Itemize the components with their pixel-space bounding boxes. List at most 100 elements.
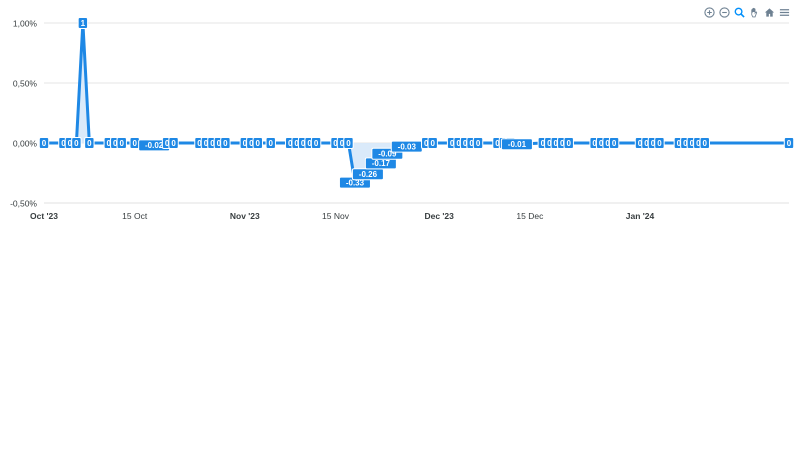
data-label: 0 bbox=[343, 137, 354, 149]
data-label-text: 0 bbox=[249, 139, 254, 148]
data-label: -0.26 bbox=[351, 168, 384, 181]
data-label-text: 0 bbox=[638, 139, 643, 148]
data-label: 0 bbox=[252, 137, 263, 149]
data-label-box bbox=[783, 137, 795, 149]
data-label-text: 1 bbox=[81, 19, 86, 28]
data-label-text: 0 bbox=[68, 139, 73, 148]
data-label-text: 0 bbox=[683, 139, 688, 148]
data-label-text: 0 bbox=[547, 139, 552, 148]
data-label-text: 0 bbox=[333, 139, 338, 148]
data-label-text: -0.01 bbox=[508, 140, 527, 149]
menu-button[interactable] bbox=[778, 5, 790, 19]
data-label-text: 0 bbox=[120, 139, 125, 148]
data-label: 0 bbox=[220, 137, 231, 149]
x-tick-label: Dec '23 bbox=[424, 211, 454, 221]
data-label-text: 0 bbox=[463, 139, 468, 148]
data-label: -0.01 bbox=[500, 138, 533, 151]
data-label-text: 0 bbox=[677, 139, 682, 148]
data-label-box bbox=[252, 137, 263, 149]
y-tick-label: -0,50% bbox=[10, 199, 37, 209]
x-tick-label: Jan '24 bbox=[626, 211, 655, 221]
data-label-text: 0 bbox=[204, 139, 209, 148]
chart-toolbar bbox=[703, 5, 790, 19]
zoom-out-icon bbox=[718, 6, 730, 18]
gridlines bbox=[44, 22, 789, 204]
data-label-box bbox=[654, 137, 665, 149]
data-label-box bbox=[310, 137, 322, 149]
x-tick-label: 15 Oct bbox=[122, 211, 148, 221]
data-label-text: 0 bbox=[651, 139, 656, 148]
data-label-box bbox=[38, 137, 50, 149]
data-label-text: 0 bbox=[703, 139, 708, 148]
data-label-text: 0 bbox=[307, 139, 312, 148]
data-label-text: -0.03 bbox=[398, 142, 417, 151]
series-area bbox=[44, 23, 789, 183]
menu-icon bbox=[779, 8, 789, 16]
data-label-box bbox=[699, 137, 710, 149]
y-tick-label: 0,00% bbox=[13, 139, 38, 149]
data-label-text: 0 bbox=[554, 139, 559, 148]
data-label-box bbox=[116, 137, 127, 149]
y-tick-label: 0,50% bbox=[13, 79, 38, 89]
data-label-text: -0.17 bbox=[372, 159, 391, 168]
data-label-box bbox=[427, 137, 438, 149]
data-label-box bbox=[77, 17, 89, 29]
data-label-text: 0 bbox=[450, 139, 455, 148]
data-label-text: 0 bbox=[657, 139, 662, 148]
selection-zoom-button[interactable] bbox=[733, 5, 745, 19]
data-label-box bbox=[71, 137, 82, 149]
x-tick-label: 15 Nov bbox=[322, 211, 350, 221]
data-label-text: 0 bbox=[469, 139, 474, 148]
data-label-text: 0 bbox=[87, 139, 92, 148]
data-label-text: 0 bbox=[644, 139, 649, 148]
data-label-text: 0 bbox=[605, 139, 610, 148]
data-label-text: -0.26 bbox=[359, 170, 378, 179]
selection-zoom-icon bbox=[734, 7, 745, 18]
data-label-text: 0 bbox=[560, 139, 565, 148]
zoom-out-button[interactable] bbox=[718, 5, 730, 19]
data-label-text: 0 bbox=[567, 139, 572, 148]
data-label-text: 0 bbox=[223, 139, 228, 148]
x-tick-label: Oct '23 bbox=[30, 211, 58, 221]
zoom-in-button[interactable] bbox=[703, 5, 715, 19]
data-label: 0 bbox=[84, 137, 95, 149]
data-label: 0 bbox=[563, 137, 574, 149]
reset-zoom-button[interactable] bbox=[763, 5, 775, 19]
data-label: 0 bbox=[427, 137, 438, 149]
data-label-text: 0 bbox=[107, 139, 112, 148]
data-label-text: 0 bbox=[294, 139, 299, 148]
x-tick-label: 15 Dec bbox=[516, 211, 544, 221]
y-tick-label: 1,00% bbox=[13, 19, 38, 29]
data-label-text: 0 bbox=[476, 139, 481, 148]
y-axis: 1,00% 0,50% 0,00% -0,50% bbox=[10, 19, 37, 209]
pan-button[interactable] bbox=[748, 5, 760, 19]
data-label-text: 0 bbox=[210, 139, 215, 148]
data-label-text: 0 bbox=[690, 139, 695, 148]
data-label: 0 bbox=[168, 137, 179, 149]
data-label-text: 0 bbox=[430, 139, 435, 148]
data-label: 0 bbox=[472, 137, 484, 149]
data-label: 0 bbox=[71, 137, 82, 149]
data-label-box bbox=[608, 137, 620, 149]
area-fill bbox=[44, 23, 789, 183]
data-label: 0 bbox=[699, 137, 710, 149]
home-reset-icon bbox=[764, 7, 774, 17]
data-label-text: -0.02 bbox=[145, 141, 164, 150]
data-label: 0 bbox=[608, 137, 620, 149]
data-label-text: 0 bbox=[42, 139, 47, 148]
data-label: 0 bbox=[265, 137, 276, 149]
data-label-text: 0 bbox=[61, 139, 66, 148]
data-label-box bbox=[472, 137, 484, 149]
data-label: 0 bbox=[783, 137, 795, 149]
data-label-text: 0 bbox=[346, 139, 351, 148]
data-label-text: 0 bbox=[424, 139, 429, 148]
data-label: 0 bbox=[38, 137, 50, 149]
data-label-box bbox=[343, 137, 354, 149]
data-label: -0.03 bbox=[390, 140, 423, 153]
data-label-text: 0 bbox=[314, 139, 319, 148]
data-label-text: 0 bbox=[256, 139, 261, 148]
data-label-box bbox=[500, 138, 533, 151]
data-label: -0.17 bbox=[364, 157, 397, 170]
data-label-box bbox=[265, 137, 276, 149]
